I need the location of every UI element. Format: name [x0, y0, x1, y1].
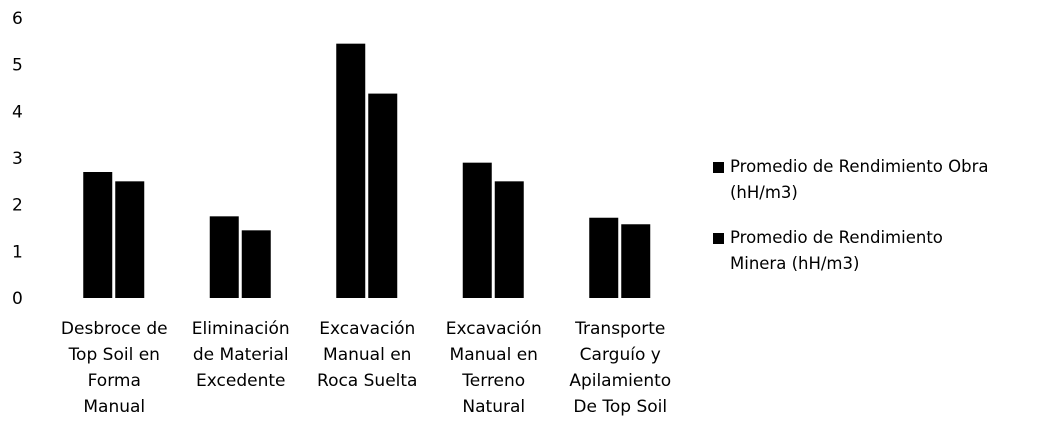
y-axis-tick-labels: 0 1 2 3 4 5 6: [12, 9, 23, 309]
category-label-0: Desbroce de Top Soil en Forma Manual: [61, 319, 168, 417]
category-label-0-line-3: Manual: [83, 397, 145, 417]
y-tick-label-5: 5: [12, 56, 23, 76]
bar-series-0-category-0: [83, 172, 113, 298]
category-label-1-line-1: de Material: [193, 345, 289, 365]
legend-item-obra: Promedio de Rendimiento Obra (hH/m3): [713, 154, 1043, 206]
bar-series-1-category-2: [368, 93, 398, 298]
category-label-4-line-1: Carguío y: [580, 345, 661, 365]
bar-series-0-category-4: [589, 217, 619, 298]
y-tick-label-6: 6: [12, 9, 23, 29]
bar-series-1-category-1: [241, 230, 271, 298]
y-tick-label-0: 0: [12, 289, 23, 309]
legend-item-minera: Promedio de Rendimiento Minera (hH/m3): [713, 225, 1043, 277]
category-label-2-line-1: Manual en: [323, 345, 411, 365]
category-label-4-line-0: Transporte: [574, 319, 665, 339]
category-label-3: Excavación Manual en Terreno Natural: [446, 319, 542, 417]
category-label-4-line-2: Apilamiento: [569, 371, 671, 391]
category-label-0-line-0: Desbroce de: [61, 319, 168, 339]
legend-label-minera: Promedio de Rendimiento Minera (hH/m3): [730, 228, 943, 273]
bar-series-0-category-1: [209, 216, 239, 298]
category-label-1: Eliminación de Material Excedente: [192, 319, 290, 391]
category-label-4-line-3: De Top Soil: [573, 397, 667, 417]
category-label-0-line-2: Forma: [88, 371, 141, 391]
bar-series-1-category-4: [621, 224, 651, 298]
bar-series-1-category-3: [494, 181, 524, 298]
legend-swatch-minera: [713, 233, 724, 244]
y-tick-label-2: 2: [12, 196, 23, 216]
legend-label-obra: Promedio de Rendimiento Obra (hH/m3): [730, 157, 989, 202]
legend-swatch-obra: [713, 162, 724, 173]
category-label-2-line-2: Roca Suelta: [317, 371, 417, 391]
x-axis-category-labels: Desbroce de Top Soil en Forma Manual Elimina…: [61, 319, 671, 417]
category-label-1-line-0: Eliminación: [192, 319, 290, 339]
category-label-2: Excavación Manual en Roca Suelta: [317, 319, 417, 391]
category-label-2-line-0: Excavación: [319, 319, 415, 339]
category-label-3-line-1: Manual en: [450, 345, 538, 365]
category-label-0-line-1: Top Soil en: [68, 345, 160, 365]
category-label-1-line-2: Excedente: [196, 371, 285, 391]
bar-series-1-category-0: [115, 181, 145, 298]
y-tick-label-1: 1: [12, 242, 23, 262]
category-label-3-line-3: Natural: [462, 397, 525, 417]
bar-series-0-category-3: [462, 162, 492, 298]
category-label-3-line-2: Terreno: [461, 371, 525, 391]
y-tick-label-3: 3: [12, 149, 23, 169]
category-label-4: Transporte Carguío y Apilamiento De Top Soi…: [569, 319, 671, 417]
chart-bars: [83, 43, 651, 298]
category-label-3-line-0: Excavación: [446, 319, 542, 339]
bar-series-0-category-2: [336, 43, 366, 298]
chart-legend: Promedio de Rendimiento Obra (hH/m3) Pro…: [713, 154, 1043, 296]
y-tick-label-4: 4: [12, 102, 23, 122]
